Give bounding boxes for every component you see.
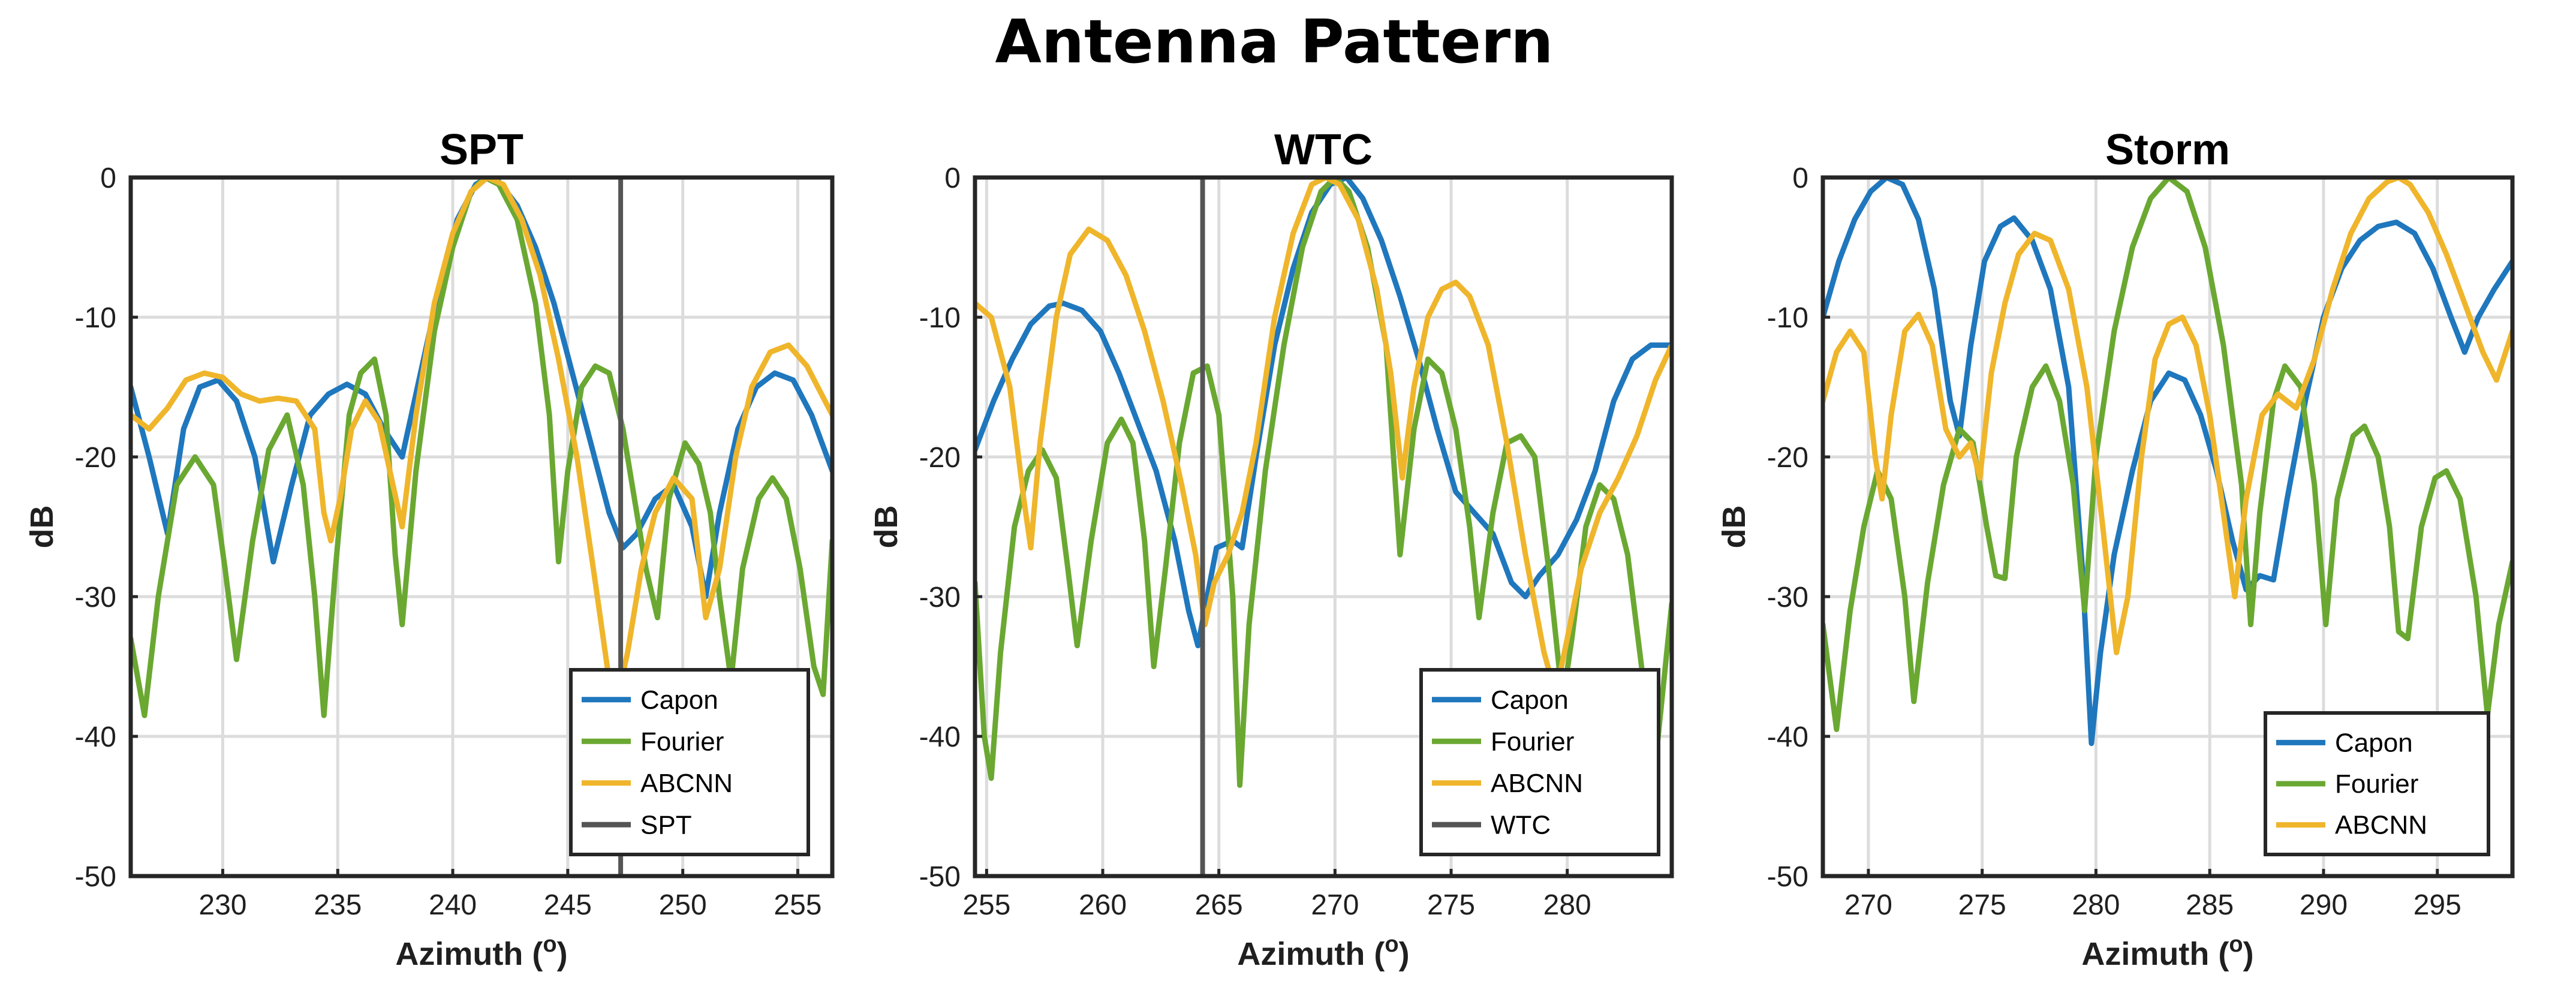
axes-frame: [1820, 175, 2515, 878]
legend-label-fourier: Fourier: [2335, 769, 2418, 799]
x-tick-label: 275: [1958, 889, 2006, 921]
x-tick-label: 235: [314, 889, 362, 921]
y-tick-label: -40: [75, 721, 116, 753]
legend-label-fourier: Fourier: [640, 727, 724, 756]
axes-frame: [128, 175, 835, 878]
x-tick-label: 245: [544, 889, 592, 921]
y-axis-label: dB: [868, 505, 904, 549]
x-tick-label: 290: [2300, 889, 2348, 921]
legend-label-wtc: WTC: [1491, 810, 1551, 840]
x-axis-label: Azimuth (o): [395, 932, 567, 972]
legend: Capon Fourier ABCNN: [2264, 711, 2490, 856]
y-tick-label: -10: [919, 302, 961, 334]
axes-frame: [973, 175, 1674, 878]
y-tick-label: -10: [1767, 302, 1808, 334]
x-tick-label: 270: [1844, 889, 1892, 921]
figure-title: Antenna Pattern: [995, 7, 1554, 77]
y-axis-label: dB: [24, 505, 60, 549]
legend-label-abcnn: ABCNN: [1491, 769, 1583, 798]
legend-label-spt: SPT: [640, 810, 692, 840]
x-axis-label: Azimuth (o): [2081, 932, 2253, 972]
y-tick-label: -20: [1767, 442, 1808, 474]
y-tick-label: -30: [919, 582, 961, 613]
x-tick-label: 280: [2072, 889, 2120, 921]
legend-label-fourier: Fourier: [1491, 727, 1574, 756]
legend-label-capon: Capon: [640, 685, 718, 715]
chart-title: WTC: [1274, 126, 1373, 174]
x-tick-label: 255: [962, 889, 1010, 921]
x-tick-label: 260: [1079, 889, 1127, 921]
y-axis-label: dB: [1716, 505, 1752, 549]
series-line-abcnn: [1823, 177, 2512, 655]
x-tick-label: 295: [2414, 889, 2461, 921]
x-tick-label: 265: [1195, 889, 1243, 921]
x-tick-label: 270: [1311, 889, 1359, 921]
y-tick-label: -20: [919, 442, 961, 474]
chart-panel-spt: 230 235 240 245 250 255 0 -10 -20 -30 -40 -50 SPT Azi…: [24, 126, 835, 972]
legend-label-capon: Capon: [1491, 685, 1569, 715]
x-tick-label: 230: [198, 889, 246, 921]
legend: Capon Fourier ABCNN WTC: [1419, 668, 1660, 856]
y-tick-label: 0: [1792, 163, 1808, 194]
y-tick-label: -30: [1767, 582, 1808, 613]
y-tick-label: -40: [1767, 721, 1808, 753]
legend: Capon Fourier ABCNN SPT: [569, 668, 810, 856]
series-line-fourier: [1823, 177, 2512, 732]
chart-title: Storm: [2105, 126, 2230, 174]
chart-title: SPT: [440, 126, 523, 174]
y-tick-label: 0: [100, 163, 116, 194]
legend-label-abcnn: ABCNN: [2335, 811, 2427, 840]
x-axis-label: Azimuth (o): [1237, 932, 1409, 972]
x-tick-label: 240: [429, 889, 477, 921]
y-tick-label: -50: [919, 861, 961, 893]
y-tick-label: -50: [1767, 861, 1808, 893]
x-tick-label: 275: [1427, 889, 1475, 921]
series-line-abcnn: [131, 177, 832, 697]
chart-panel-storm: 270 275 280 285 290 295 0 -10 -20 -30 -40 -50 Storm A…: [1716, 126, 2515, 972]
y-tick-label: -40: [919, 721, 961, 753]
legend-label-capon: Capon: [2335, 728, 2413, 757]
y-tick-label: 0: [944, 163, 961, 194]
legend-label-abcnn: ABCNN: [640, 769, 733, 798]
x-tick-label: 285: [2186, 889, 2234, 921]
chart-panel-wtc: 255 260 265 270 275 280 0 -10 -20 -30 -40 -50 WTC Azi…: [868, 126, 1674, 972]
y-tick-label: -20: [75, 442, 116, 474]
x-tick-label: 280: [1543, 889, 1591, 921]
y-tick-label: -30: [75, 582, 116, 613]
x-tick-label: 250: [659, 889, 707, 921]
series-line-capon: [131, 177, 832, 600]
y-tick-label: -10: [75, 302, 116, 334]
x-tick-label: 255: [774, 889, 821, 921]
y-tick-label: -50: [75, 861, 116, 893]
